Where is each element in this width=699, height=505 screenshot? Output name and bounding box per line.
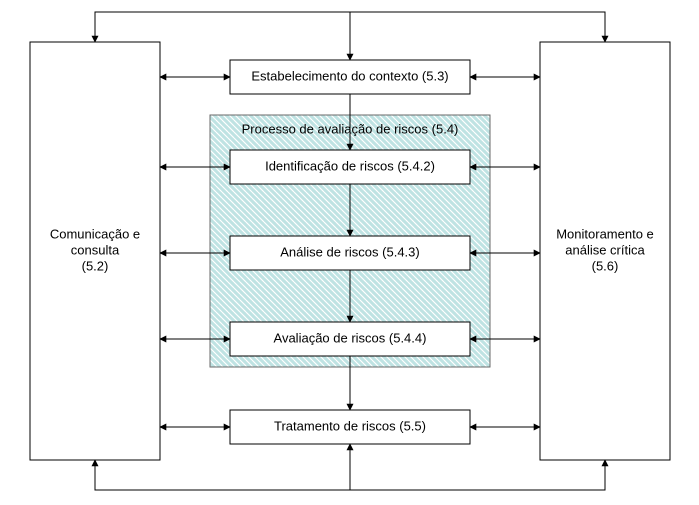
evaluation-box-label: Avaliação de riscos (5.4.4) <box>274 330 427 345</box>
svg-text:consulta: consulta <box>71 242 120 257</box>
assessment-panel-label: Processo de avaliação de riscos (5.4) <box>242 121 459 136</box>
communication-box-label: Comunicação e <box>50 226 140 241</box>
svg-text:análise crítica: análise crítica <box>565 242 645 257</box>
treatment-box-label: Tratamento de riscos (5.5) <box>274 418 426 433</box>
analysis-box-label: Análise de riscos (5.4.3) <box>280 244 419 259</box>
context-box-label: Estabelecimento do contexto (5.3) <box>251 68 448 83</box>
svg-text:(5.6): (5.6) <box>592 258 619 273</box>
svg-text:(5.2): (5.2) <box>82 258 109 273</box>
risk-management-flowchart: Processo de avaliação de riscos (5.4) Com… <box>0 0 699 505</box>
identification-box-label: Identificação de riscos (5.4.2) <box>265 158 435 173</box>
monitoring-box-label: Monitoramento e <box>556 226 654 241</box>
